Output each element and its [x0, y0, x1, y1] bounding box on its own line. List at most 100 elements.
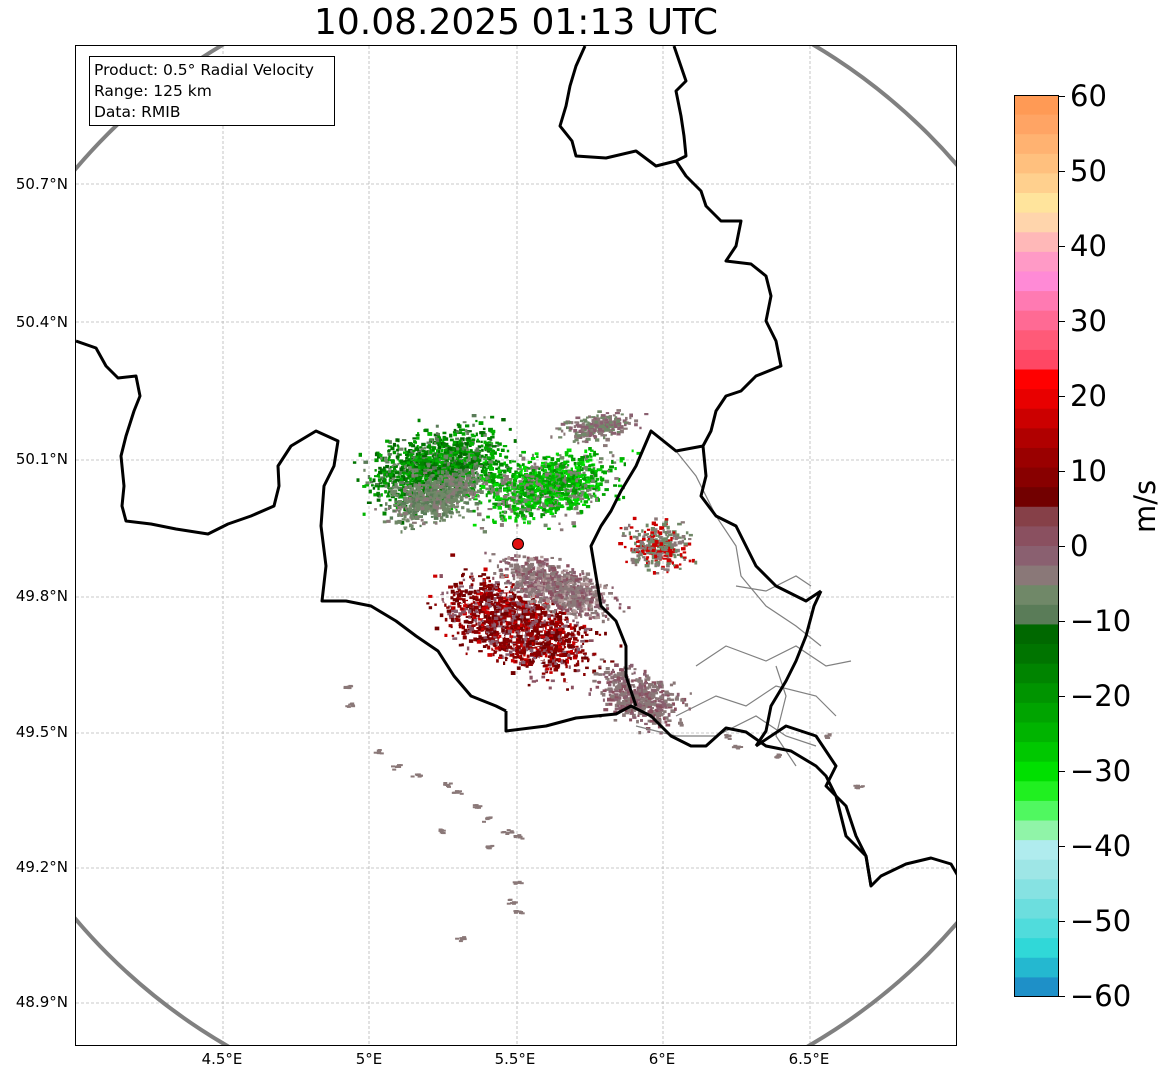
echo-pixel: [554, 470, 559, 473]
echo-pixel: [388, 489, 393, 492]
echo-pixel: [518, 495, 523, 499]
echo-pixel: [542, 456, 547, 460]
echo-pixel: [456, 510, 461, 514]
echo-pixel: [495, 441, 499, 444]
echo-pixel: [371, 484, 374, 487]
echo-pixel: [516, 484, 520, 487]
echo-pixel: [495, 467, 498, 470]
echo-pixel: [378, 466, 382, 470]
echo-pixel: [438, 485, 444, 489]
echo-pixel: [525, 498, 530, 502]
radar-map[interactable]: [75, 45, 957, 1046]
echo-pixel: [462, 598, 466, 602]
echo-pixel: [557, 615, 562, 619]
echo-pixel: [399, 477, 403, 481]
echo-pixel: [469, 465, 472, 469]
echo-pixel: [613, 484, 617, 487]
echo-pixel: [404, 486, 408, 489]
echo-pixel: [434, 626, 440, 631]
echo-pixel: [419, 504, 424, 508]
echo-pixel: [512, 647, 516, 652]
echo-pixel: [526, 609, 530, 612]
echo-pixel: [487, 508, 493, 511]
echo-pixel: [490, 456, 495, 460]
echo-pixel: [588, 447, 592, 451]
echo-pixel: [607, 468, 613, 473]
echo-pixel: [513, 610, 517, 614]
echo-pixel: [489, 602, 494, 606]
echo-pixel: [521, 611, 526, 616]
echo-pixel: [572, 655, 578, 660]
echo-pixel: [479, 615, 484, 619]
echo-pixel: [454, 468, 458, 471]
echo-pixel: [515, 630, 520, 633]
echo-pixel: [471, 624, 476, 627]
echo-pixel: [471, 496, 475, 499]
echo-pixel: [533, 605, 536, 608]
echo-pixel: [548, 492, 553, 497]
echo-pixel: [570, 480, 576, 483]
echo-pixel: [516, 645, 521, 649]
echo-pixel: [466, 646, 470, 651]
echo-pixel: [460, 603, 465, 608]
echo-pixel: [539, 625, 543, 630]
echo-pixel: [447, 468, 450, 473]
echo-pixel: [575, 504, 579, 508]
echo-pixel: [528, 485, 531, 489]
echo-pixel: [380, 476, 386, 481]
echo-pixel: [506, 449, 510, 453]
echo-pixel: [401, 439, 407, 442]
echo-pixel: [509, 609, 514, 613]
echo-pixel: [534, 604, 537, 606]
echo-pixel: [438, 467, 442, 470]
echo-pixel: [552, 492, 557, 496]
echo-pixel: [531, 680, 537, 683]
echo-pixel: [555, 473, 559, 476]
echo-pixel: [594, 494, 597, 498]
echo-pixel: [498, 646, 503, 650]
echo-pixel: [520, 492, 524, 496]
echo-pixel: [461, 594, 466, 598]
echo-pixel: [552, 664, 556, 668]
echo-pixel: [592, 492, 596, 496]
echo-pixel: [364, 484, 370, 487]
echo-pixel: [450, 506, 454, 511]
echo-pixel: [496, 651, 500, 655]
echo-pixel: [508, 468, 511, 472]
echo-pixel: [561, 476, 566, 479]
echo-pixel: [560, 494, 563, 498]
echo-pixel: [450, 625, 453, 629]
echo-pixel: [554, 461, 558, 465]
echo-pixel: [580, 490, 585, 495]
echo-pixel: [457, 454, 463, 459]
echo-pixel: [533, 473, 537, 477]
echo-pixel: [477, 490, 481, 494]
echo-pixel: [563, 472, 566, 475]
echo-pixel: [534, 647, 538, 651]
echo-pixel: [543, 644, 548, 648]
echo-pixel: [490, 629, 495, 633]
echo-pixel: [577, 458, 583, 462]
echo-pixel: [464, 450, 470, 454]
echo-pixel: [586, 484, 590, 489]
echo-pixel: [473, 462, 477, 466]
echo-pixel: [581, 659, 584, 663]
echo-pixel: [392, 485, 398, 489]
echo-pixel: [558, 657, 561, 661]
echo-pixel: [435, 457, 439, 460]
echo-pixel: [409, 479, 413, 483]
echo-pixel: [418, 472, 423, 477]
echo-pixel: [485, 606, 489, 609]
echo-pixel: [505, 482, 508, 484]
echo-pixel: [565, 491, 570, 494]
echo-pixel: [423, 471, 428, 474]
echo-pixel: [547, 659, 553, 664]
echo-pixel: [503, 604, 508, 609]
echo-pixel: [432, 510, 435, 514]
echo-pixel: [476, 457, 481, 461]
echo-pixel: [546, 476, 550, 479]
echo-pixel: [460, 463, 464, 467]
echo-pixel: [541, 636, 546, 640]
echo-pixel: [397, 502, 400, 506]
radar-map-canvas[interactable]: [76, 46, 957, 1046]
